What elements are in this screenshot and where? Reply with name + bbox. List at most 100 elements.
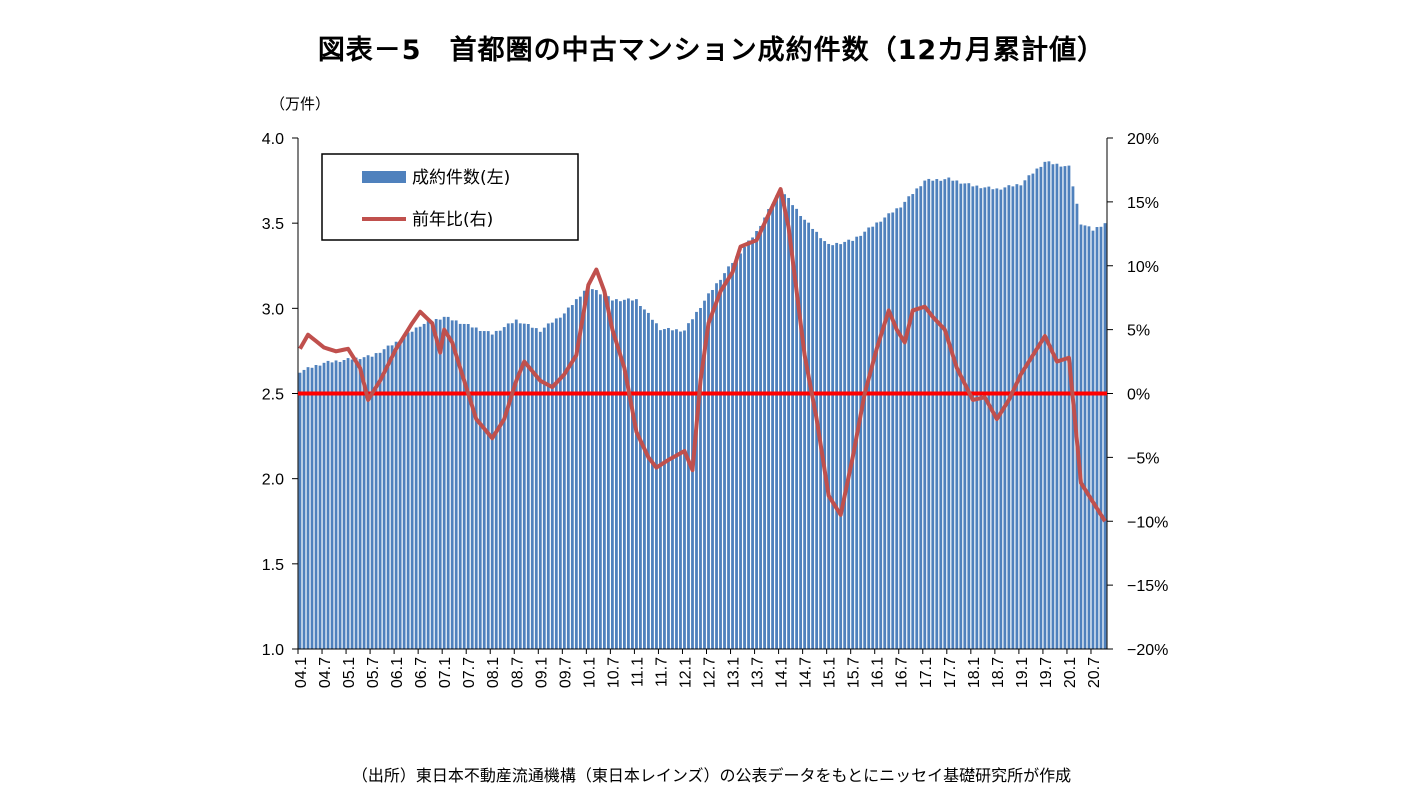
bar [330,362,334,649]
bar [458,323,462,649]
bar [967,183,971,649]
x-tick-label: 18.7 [990,657,1007,688]
bar [719,279,722,649]
bar [450,320,454,649]
bar [478,330,482,649]
bar [482,331,486,649]
bar [743,247,746,649]
bar [915,188,919,649]
bar [406,332,410,649]
x-tick-label: 13.7 [750,657,767,688]
bar [366,355,370,649]
legend-bar-label: 成約件数(左) [412,168,510,188]
bar [623,299,626,649]
bar [723,273,726,649]
bar [683,330,686,649]
x-tick-label: 05.7 [365,657,382,688]
bar [462,323,466,649]
bar [434,319,438,649]
bar [843,241,847,650]
bar [671,330,674,649]
x-tick-label: 07.7 [461,657,478,688]
left-axis-unit: （万件） [270,95,331,113]
bar [1091,230,1095,650]
bar [302,369,306,649]
x-tick-label: 13.1 [726,657,743,688]
bar [767,209,770,650]
right-tick-label: −20% [1127,642,1168,659]
bar [446,316,450,649]
bar [550,322,554,649]
bar [875,222,879,649]
bar [635,299,638,649]
bar [598,294,602,649]
bar [466,324,470,649]
bar [703,300,706,649]
bar [951,180,955,649]
x-tick-label: 19.1 [1014,657,1031,688]
legend-bar-swatch [362,171,406,183]
bar [582,290,586,649]
bar [378,352,382,649]
bar [502,327,506,649]
x-tick-label: 04.1 [293,657,310,688]
bar [739,253,742,649]
x-tick-label: 15.7 [846,657,863,688]
bar [414,327,418,649]
x-tick-label: 05.1 [341,657,358,688]
x-tick-label: 08.1 [485,657,502,688]
bar [1007,185,1011,650]
x-tick-label: 10.7 [605,657,622,688]
bar [334,360,338,649]
bar [923,180,927,650]
bar [983,187,987,649]
bar [903,201,907,649]
bar [811,228,815,649]
right-tick-label: −15% [1127,578,1168,595]
bar [835,242,839,649]
bar [1047,161,1051,649]
bar [454,320,458,649]
bar [562,313,566,649]
bar [699,307,702,649]
bar [554,318,558,649]
x-tick-label: 17.1 [918,657,935,688]
bar [631,300,634,649]
bar [763,217,766,649]
x-tick-label: 18.1 [966,657,983,688]
right-tick-label: −10% [1127,514,1168,531]
x-tick-label: 09.1 [533,657,550,688]
source-note: （出所）東日本不動産流通機構（東日本レインズ）の公表データをもとにニッセイ基礎研… [351,766,1072,785]
bar [526,324,530,649]
bar [326,360,330,649]
bar [418,326,422,649]
bar [506,323,510,649]
bar [490,334,494,649]
bar [534,328,538,649]
bar [691,319,694,649]
bar [771,203,774,650]
bar [1035,168,1039,649]
bar [939,180,943,650]
bar [979,188,983,649]
bar [779,190,782,650]
bar [586,284,590,649]
bar [318,365,322,649]
bar [1023,180,1027,649]
bar [322,362,326,649]
axes-layer: 1.0 1.5 2.0 2.5 3.0 3.5 4.0 −20% −15% −10% −5% 0% 5%… [262,131,1169,688]
bar [935,179,939,649]
bar [795,208,799,649]
x-tick-label: 15.1 [822,657,839,688]
bar [991,189,995,649]
bar [470,327,474,649]
bar [402,336,406,649]
bar [755,231,758,649]
bar [663,329,666,649]
bar [1063,166,1067,650]
bar [374,353,378,649]
x-tick-label: 19.7 [1038,657,1055,688]
bar [847,239,851,649]
bar [518,323,522,649]
